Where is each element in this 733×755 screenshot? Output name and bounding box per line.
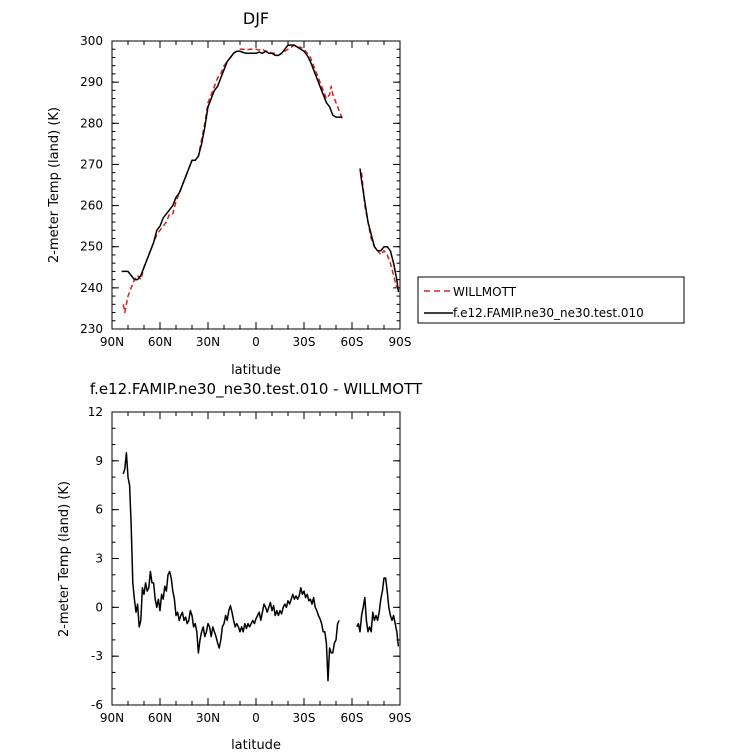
- bottom-y-tick-label: 6: [95, 503, 103, 517]
- bottom-y-tick-label: 12: [88, 405, 103, 419]
- bottom-x-tick-label: 90N: [100, 711, 124, 725]
- bottom-x-tick-label: 30N: [196, 711, 220, 725]
- top-x-tick-label: 30N: [196, 335, 220, 349]
- top-y-tick-label: 300: [80, 34, 103, 48]
- bottom-y-tick-label: 0: [95, 600, 103, 614]
- bottom-y-tick-label: 9: [95, 454, 103, 468]
- bottom-x-tick-label: 0: [252, 711, 260, 725]
- bottom-series-layer: [122, 451, 400, 682]
- legend-box: [417, 276, 685, 324]
- top-y-tick-label: 290: [80, 75, 103, 89]
- top-series-0-line: [122, 44, 344, 314]
- top-chart-title: DJF: [243, 9, 269, 28]
- bottom-chart-title: f.e12.FAMIP.ne30_ne30.test.010 - WILLMOT…: [90, 380, 423, 399]
- bottom-y-axis-label: 2-meter Temp (land) (K): [57, 481, 72, 637]
- bottom-series-0-line: [122, 451, 340, 682]
- top-y-tick-label: 250: [80, 240, 103, 254]
- legend: WILLMOTT f.e12.FAMIP.ne30_ne30.test.010: [417, 276, 685, 324]
- top-x-tick-label: 0: [252, 335, 260, 349]
- top-x-axis-label: latitude: [231, 363, 281, 378]
- bottom-x-tick-label: 60S: [341, 711, 364, 725]
- top-x-tick-label: 90S: [389, 335, 412, 349]
- bottom-x-axis-label: latitude: [231, 738, 281, 753]
- bottom-chart: f.e12.FAMIP.ne30_ne30.test.010 - WILLMOT…: [57, 380, 423, 753]
- bottom-plot-frame: [111, 411, 401, 706]
- top-series-0-line: [360, 172, 399, 289]
- bottom-y-tick-label: -6: [91, 698, 103, 712]
- bottom-y-tick-label: 3: [95, 552, 103, 566]
- top-x-tick-label: 30S: [293, 335, 316, 349]
- bottom-y-tick-label: -3: [91, 649, 103, 663]
- legend-willmott-label: WILLMOTT: [453, 285, 517, 299]
- top-x-tick-label: 60N: [148, 335, 172, 349]
- top-x-tick-label: 90N: [100, 335, 124, 349]
- bottom-x-tick-label: 30S: [293, 711, 316, 725]
- bottom-x-tick-label: 90S: [389, 711, 412, 725]
- top-y-axis-label: 2-meter Temp (land) (K): [47, 107, 62, 263]
- top-chart: DJF 90N 60N 30N 0 30S 60S 90S 230 240 250 260 270 28…: [47, 9, 685, 378]
- top-plot-frame: [111, 40, 401, 330]
- top-axis-ticks: 90N 60N 30N 0 30S 60S 90S 230 240 250 260 270 280 290…: [80, 34, 411, 349]
- top-series-layer: [121, 44, 400, 314]
- top-y-tick-label: 260: [80, 199, 103, 213]
- top-y-tick-label: 270: [80, 157, 103, 171]
- legend-model-label: f.e12.FAMIP.ne30_ne30.test.010: [453, 306, 644, 320]
- top-x-tick-label: 60S: [341, 335, 364, 349]
- bottom-x-tick-label: 60N: [148, 711, 172, 725]
- bottom-series-0-line: [356, 577, 400, 647]
- top-series-1-line: [121, 44, 343, 281]
- top-y-tick-label: 230: [80, 322, 103, 336]
- top-y-tick-label: 240: [80, 281, 103, 295]
- top-series-1-line: [359, 168, 400, 293]
- top-y-tick-label: 280: [80, 116, 103, 130]
- bottom-axis-ticks: 90N 60N 30N 0 30S 60S 90S -6 -3 0 3 6 9 12: [88, 405, 412, 725]
